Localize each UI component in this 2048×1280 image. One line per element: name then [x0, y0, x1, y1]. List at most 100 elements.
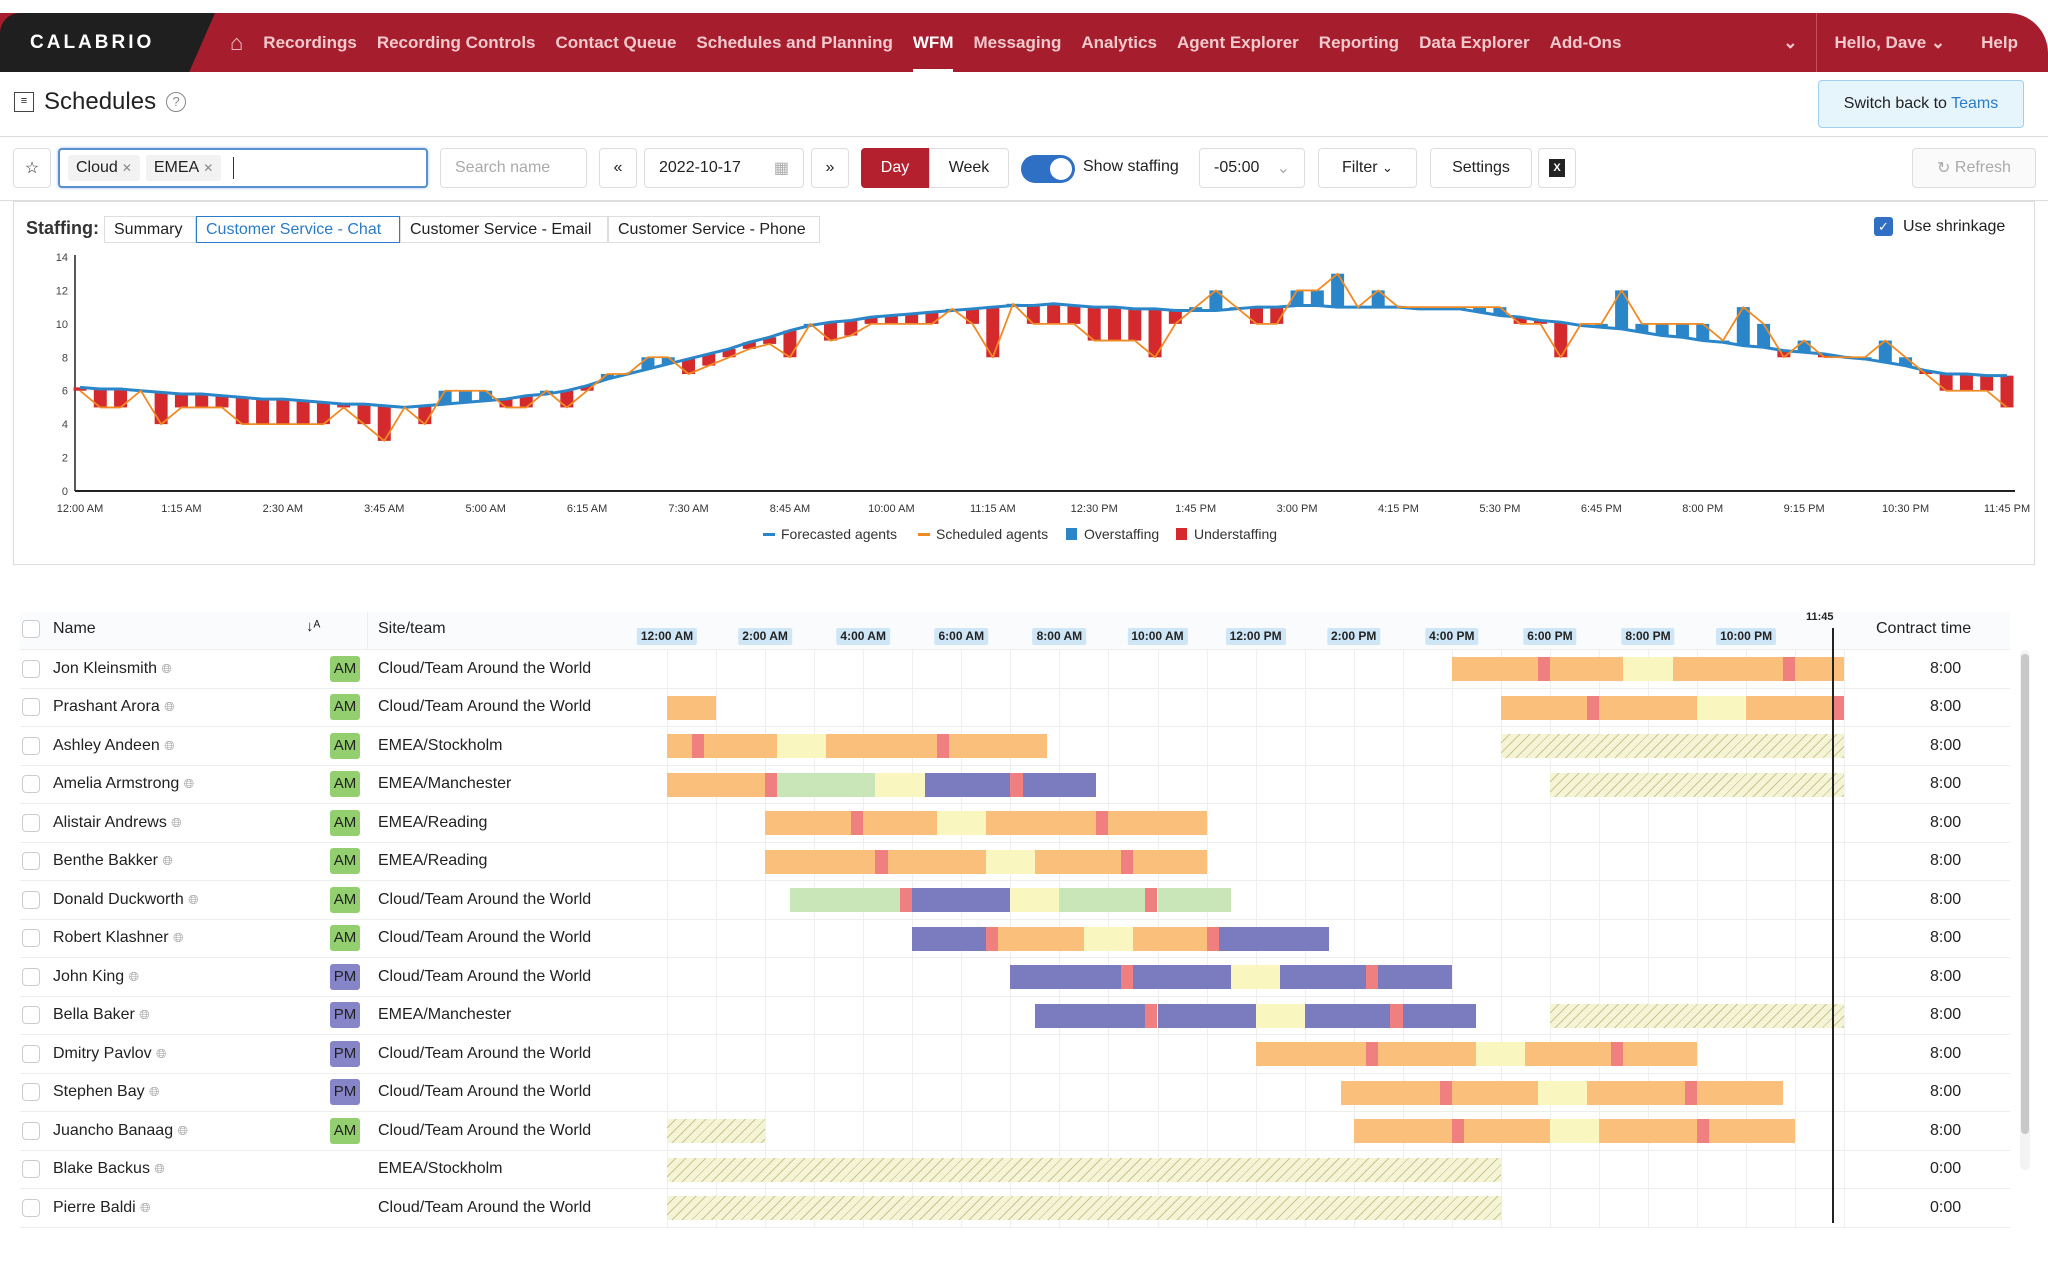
agent-name[interactable]: Pierre Baldi 🌐︎	[53, 1199, 151, 1217]
activity-chat[interactable]	[1402, 1003, 1477, 1028]
activity-break[interactable]	[1782, 657, 1796, 681]
nav-item-recordings[interactable]: Recordings	[263, 33, 357, 52]
nav-item-messaging[interactable]: Messaging	[973, 33, 1062, 52]
agent-name[interactable]: Juancho Banaag 🌐︎	[53, 1122, 188, 1140]
activity-phone[interactable]	[985, 811, 1097, 835]
help-link[interactable]: Help	[1981, 32, 2018, 52]
activity-break[interactable]	[1586, 695, 1599, 720]
activity-absence[interactable]	[1500, 734, 1845, 758]
previous-date-button[interactable]: «	[599, 148, 637, 188]
activity-phone[interactable]	[1341, 1080, 1440, 1105]
search-name-input[interactable]: Search name	[440, 148, 587, 188]
team-picker-input[interactable]: Cloud ✕ EMEA ✕	[58, 148, 428, 188]
favorite-star-button[interactable]: ☆	[13, 148, 51, 188]
activity-phone[interactable]	[1795, 657, 1845, 681]
activity-phone[interactable]	[1672, 657, 1783, 681]
switch-back-button[interactable]: Switch back to Teams	[1818, 80, 2024, 128]
table-row[interactable]: Bella Baker 🌐︎ PM EMEA/Manchester 8:00	[20, 997, 2010, 1035]
agent-name[interactable]: Amelia Armstrong 🌐︎	[53, 775, 194, 793]
row-checkbox[interactable]	[22, 1198, 40, 1217]
activity-break[interactable]	[1010, 772, 1023, 797]
activity-phone[interactable]	[1378, 1042, 1477, 1066]
activity-phone[interactable]	[1451, 1080, 1538, 1105]
table-row[interactable]: Amelia Armstrong 🌐︎ AM EMEA/Manchester 8…	[20, 766, 2010, 804]
user-menu[interactable]: Hello, Dave ⌄	[1834, 32, 1946, 52]
activity-phone[interactable]	[1451, 657, 1538, 681]
activity-absence[interactable]	[1549, 772, 1845, 797]
help-icon[interactable]: ?	[166, 92, 187, 112]
select-all-checkbox[interactable]	[22, 620, 40, 638]
table-row[interactable]: Ashley Andeen 🌐︎ AM EMEA/Stockholm 8:00	[20, 727, 2010, 766]
activity-phone[interactable]	[1034, 849, 1121, 874]
timezone-select[interactable]: -05:00 ⌄	[1199, 148, 1305, 188]
agent-name[interactable]: Dmitry Pavlov 🌐︎	[53, 1045, 167, 1063]
staffing-tab[interactable]: Customer Service - Chat	[196, 216, 400, 243]
row-checkbox[interactable]	[22, 1121, 40, 1140]
nav-item-add-ons[interactable]: Add-Ons	[1549, 33, 1622, 52]
activity-chat[interactable]	[912, 926, 986, 951]
activity-phone[interactable]	[826, 734, 937, 758]
week-view-button[interactable]: Week	[929, 148, 1009, 188]
next-date-button[interactable]: »	[811, 148, 849, 188]
activity-phone[interactable]	[1598, 695, 1698, 720]
activity-phone[interactable]	[1132, 926, 1207, 951]
more-chevron-icon[interactable]: ⌄	[1783, 32, 1798, 52]
row-checkbox[interactable]	[22, 852, 40, 871]
nav-item-recording-controls[interactable]: Recording Controls	[376, 33, 536, 52]
nav-item-schedules-and-planning[interactable]: Schedules and Planning	[696, 33, 893, 52]
activity-lunch[interactable]	[1231, 965, 1281, 989]
activity-chat[interactable]	[1218, 926, 1330, 951]
table-row[interactable]: Prashant Arora 🌐︎ AM Cloud/Team Around t…	[20, 689, 2010, 727]
nav-item-data-explorer[interactable]: Data Explorer	[1419, 33, 1530, 52]
scrollbar[interactable]	[2020, 650, 2030, 1170]
activity-break[interactable]	[936, 734, 950, 758]
activity-phone[interactable]	[703, 734, 778, 758]
activity-phone[interactable]	[1525, 1042, 1612, 1066]
table-row[interactable]: Blake Backus 🌐︎ EMEA/Stockholm 0:00	[20, 1151, 2010, 1189]
activity-break[interactable]	[1120, 965, 1133, 989]
activity-lunch[interactable]	[875, 772, 925, 797]
row-checkbox[interactable]	[22, 775, 40, 794]
activity-break[interactable]	[1365, 965, 1379, 989]
activity-chat[interactable]	[1010, 965, 1121, 989]
settings-button[interactable]: Settings	[1430, 148, 1532, 188]
agent-name[interactable]: Bella Baker 🌐︎	[53, 1006, 150, 1024]
sort-az-icon[interactable]: ↓ᴬ	[306, 618, 321, 635]
activity-phone[interactable]	[1623, 1042, 1698, 1066]
row-checkbox[interactable]	[22, 1083, 40, 1102]
table-row[interactable]: Alistair Andrews 🌐︎ AM EMEA/Reading 8:00	[20, 804, 2010, 843]
activity-phone[interactable]	[1549, 657, 1624, 681]
activity-lunch[interactable]	[1623, 657, 1673, 681]
activity-break[interactable]	[1096, 811, 1109, 835]
agent-name[interactable]: Stephen Bay 🌐︎	[53, 1083, 159, 1101]
activity-lunch[interactable]	[1476, 1042, 1526, 1066]
row-checkbox[interactable]	[22, 698, 40, 717]
activity-phone[interactable]	[667, 734, 692, 758]
staffing-tab[interactable]: Customer Service - Email	[400, 216, 608, 243]
activity-phone[interactable]	[1500, 695, 1587, 720]
activity-chat[interactable]	[1304, 1003, 1391, 1028]
activity-absence[interactable]	[667, 1196, 1501, 1220]
staffing-tab[interactable]: Customer Service - Phone	[608, 216, 820, 243]
activity-break[interactable]	[899, 888, 913, 912]
activity-phone[interactable]	[887, 849, 986, 874]
name-column-header[interactable]: Name	[53, 620, 96, 637]
table-row[interactable]: Pierre Baldi 🌐︎ Cloud/Team Around the Wo…	[20, 1189, 2010, 1228]
activity-phone[interactable]	[765, 811, 851, 835]
row-checkbox[interactable]	[22, 1160, 40, 1179]
remove-chip-icon[interactable]: ✕	[203, 161, 214, 175]
activity-phone[interactable]	[1586, 1080, 1685, 1105]
activity-chat[interactable]	[924, 772, 1011, 797]
activity-break[interactable]	[1537, 657, 1550, 681]
agent-name[interactable]: Ashley Andeen 🌐︎	[53, 737, 175, 755]
nav-item-reporting[interactable]: Reporting	[1318, 33, 1400, 52]
activity-absence[interactable]	[667, 1119, 766, 1143]
activity-phone[interactable]	[667, 772, 766, 797]
table-row[interactable]: Dmitry Pavlov 🌐︎ PM Cloud/Team Around th…	[20, 1035, 2010, 1074]
activity-break[interactable]	[1206, 926, 1219, 951]
activity-break[interactable]	[1439, 1080, 1452, 1105]
activity-chat[interactable]	[1022, 772, 1097, 797]
activity-lunch[interactable]	[1537, 1080, 1587, 1105]
filter-button[interactable]: Filter ⌄	[1318, 148, 1417, 188]
row-checkbox[interactable]	[22, 813, 40, 832]
